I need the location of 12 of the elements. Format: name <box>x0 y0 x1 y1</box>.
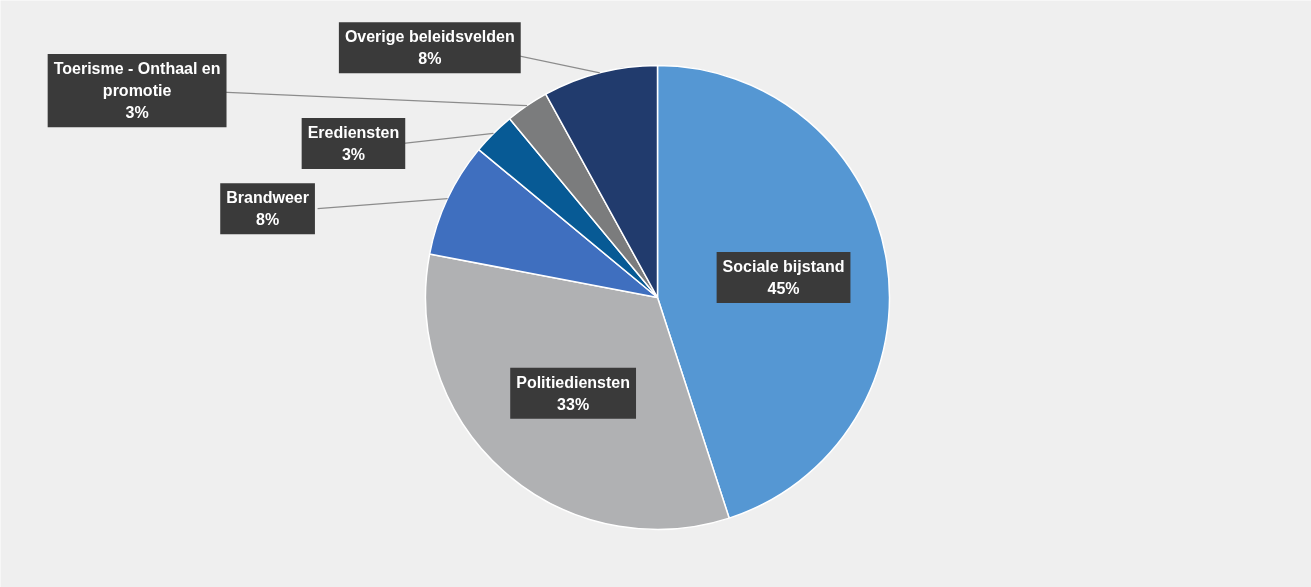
data-label: 8% <box>256 211 280 229</box>
data-label: 3% <box>341 146 366 163</box>
slice-label: Overige beleidsvelden <box>344 28 515 46</box>
slice-label: Sociale bijstand <box>722 257 845 275</box>
data-label: 45% <box>767 280 800 298</box>
data-label: 8% <box>418 50 442 68</box>
data-label: 3% <box>125 104 149 122</box>
data-label: 33% <box>557 395 590 413</box>
slice-label: Erediensten <box>307 123 400 141</box>
slice-label: Politiediensten <box>516 373 631 391</box>
slice-label: Brandweer <box>226 189 309 207</box>
slice-label: Toerisme - Onthaal en promotie <box>53 60 221 100</box>
